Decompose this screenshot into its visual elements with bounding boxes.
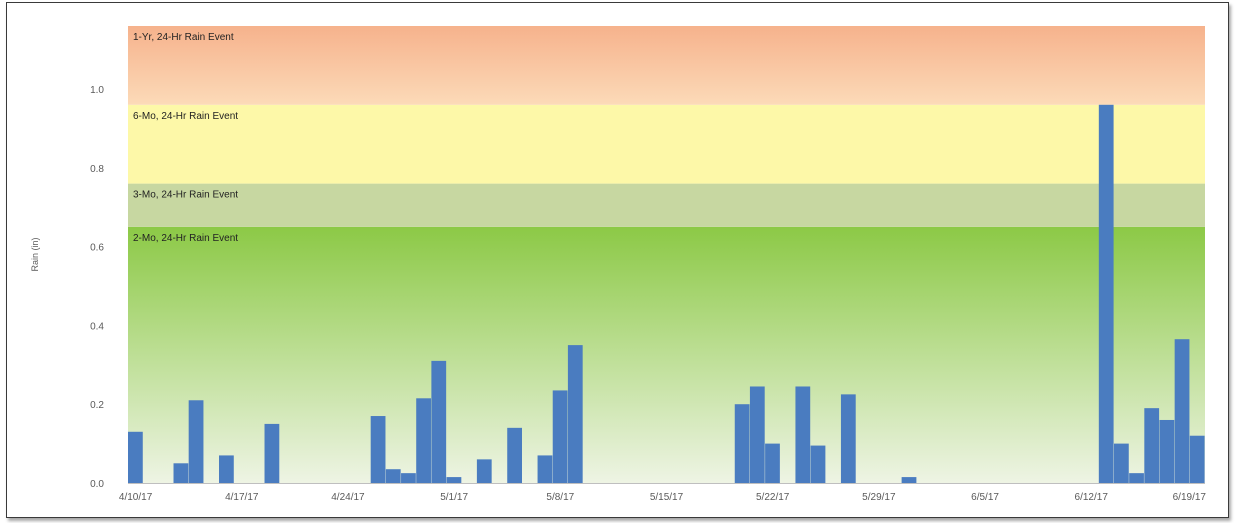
rain-bar: [901, 477, 917, 483]
rain-event-band: [128, 226, 1205, 483]
x-axis-ticks: 4/10/17 4/17/17 4/24/17 5/1/17 5/8/17 5/15/17…: [119, 492, 1207, 503]
rain-bar: [1129, 473, 1144, 483]
rain-bar: [431, 360, 447, 483]
rain-bar: [507, 427, 522, 483]
rain-event-band: [128, 183, 1205, 227]
x-tick-label: 5/1/17: [440, 492, 468, 503]
band-label: 3-Mo, 24-Hr Rain Event: [133, 190, 238, 201]
rain-bar: [567, 345, 583, 483]
rain-bar: [385, 469, 401, 483]
rain-bar: [416, 398, 431, 483]
band-label: 1-Yr, 24-Hr Rain Event: [133, 32, 234, 43]
rain-bar: [401, 473, 416, 483]
rain-event-bands: [128, 26, 1205, 483]
rain-bar: [734, 404, 750, 483]
x-tick-label: 6/19/17: [1173, 492, 1207, 503]
x-tick-label: 4/24/17: [331, 492, 365, 503]
rain-bar: [446, 477, 462, 483]
rain-event-band: [128, 26, 1205, 105]
rain-bar: [219, 455, 234, 483]
x-tick-label: 4/10/17: [119, 492, 153, 503]
rain-bar: [264, 423, 280, 483]
y-tick-label: 1.0: [90, 85, 104, 96]
y-axis-ticks: 0.0 0.2 0.4 0.6 0.8 1.0: [90, 85, 104, 490]
rain-event-band: [128, 104, 1205, 184]
rain-bar: [476, 459, 492, 483]
y-tick-label: 0.4: [90, 321, 104, 332]
x-tick-label: 5/8/17: [546, 492, 574, 503]
rain-bar: [552, 390, 568, 483]
x-tick-label: 5/15/17: [650, 492, 684, 503]
y-tick-label: 0.6: [90, 243, 104, 254]
x-tick-label: 4/17/17: [225, 492, 259, 503]
y-tick-label: 0.0: [90, 479, 104, 490]
rain-bar: [749, 386, 765, 483]
rain-bar: [1174, 339, 1190, 483]
rain-bar: [1159, 419, 1175, 483]
rain-event-band-labels: 2-Mo, 24-Hr Rain Event 3-Mo, 24-Hr Rain E…: [133, 32, 238, 244]
y-tick-label: 0.2: [90, 400, 104, 411]
rain-bar: [795, 386, 811, 483]
rain-bar: [1098, 104, 1114, 483]
rain-bar: [1189, 435, 1205, 483]
y-tick-label: 0.8: [90, 164, 104, 175]
rain-bar: [370, 416, 386, 483]
rain-bar: [188, 400, 204, 483]
band-label: 6-Mo, 24-Hr Rain Event: [133, 111, 238, 122]
rain-bar: [765, 443, 780, 483]
band-label: 2-Mo, 24-Hr Rain Event: [133, 233, 238, 244]
x-tick-label: 5/29/17: [862, 492, 896, 503]
rain-bars: [128, 104, 1205, 483]
rain-bar: [840, 394, 856, 483]
rain-bar: [537, 455, 553, 483]
rain-bar: [1144, 408, 1160, 483]
rain-bar: [128, 431, 143, 483]
x-tick-label: 5/22/17: [756, 492, 790, 503]
y-axis-title: Rain (in): [30, 237, 40, 271]
rain-bar: [1113, 443, 1129, 483]
x-tick-label: 6/12/17: [1075, 492, 1109, 503]
rain-bar: [173, 463, 189, 483]
rain-bar: [810, 445, 826, 483]
x-tick-label: 6/5/17: [971, 492, 999, 503]
